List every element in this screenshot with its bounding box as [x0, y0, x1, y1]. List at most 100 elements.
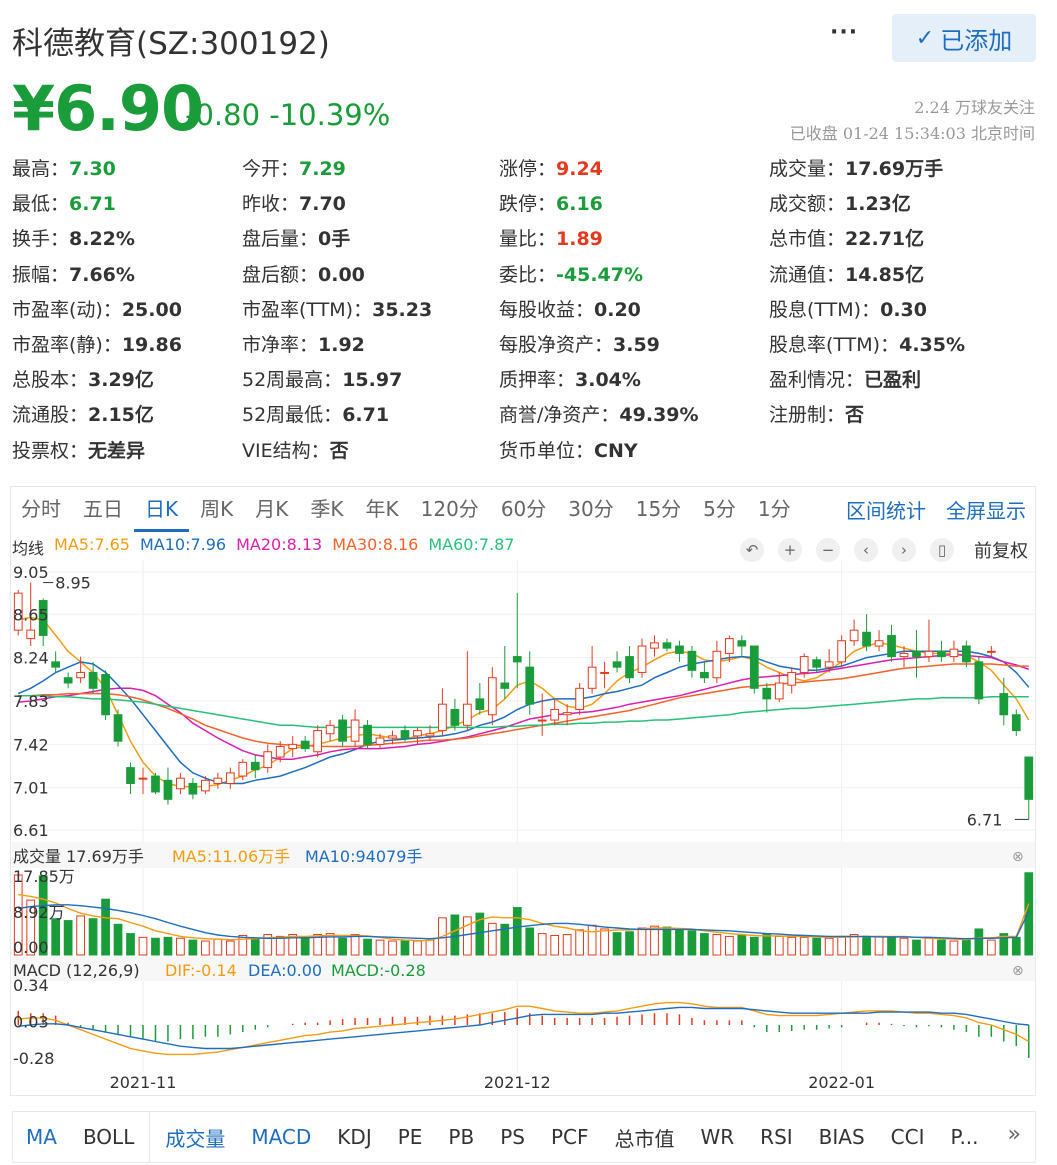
indicator-tab[interactable]: 总市值: [614, 1126, 675, 1151]
quote-cell: 流通值：14.85亿: [769, 260, 1049, 295]
fullscreen-link[interactable]: 全屏显示: [946, 498, 1026, 523]
volume-bar: [837, 935, 846, 956]
close-macd-icon[interactable]: ⊗: [1012, 963, 1024, 979]
quote-cell: 52周最高：15.97: [242, 365, 499, 400]
pan-left-icon[interactable]: ‹: [854, 538, 878, 562]
quote-cell: 振幅：7.66%: [12, 260, 242, 295]
period-tab[interactable]: 15分: [635, 497, 682, 521]
quote-cell: 股息率(TTM)：4.35%: [769, 330, 1049, 365]
macd-dif-line: [18, 1001, 1030, 1056]
period-tab[interactable]: 年K: [365, 497, 399, 521]
period-tab[interactable]: 月K: [255, 497, 289, 521]
candle-body: [263, 751, 273, 769]
candle-body: [400, 730, 410, 739]
chart-panel: [10, 486, 1036, 1096]
quote-value: 6.71: [69, 193, 116, 216]
indicator-tab[interactable]: BIAS: [818, 1125, 865, 1149]
y-tick-label: 8.24: [13, 649, 49, 668]
ma-legend-item: MA30:8.16: [332, 535, 419, 554]
added-watchlist-button[interactable]: ✓ 已添加: [892, 14, 1036, 62]
ma-legend-label[interactable]: 均线: [12, 539, 45, 558]
quote-label: 总市值：: [769, 228, 846, 251]
indicator-tab[interactable]: PS: [500, 1125, 525, 1149]
quote-label: 跌停：: [499, 193, 557, 216]
adjust-mode-select[interactable]: 前复权: [974, 541, 1028, 562]
followers-count[interactable]: 2.24 万球友关注: [914, 98, 1035, 117]
candle-body: [51, 661, 61, 668]
indicator-tab[interactable]: 成交量: [165, 1126, 226, 1151]
period-tab[interactable]: 60分: [500, 497, 547, 521]
candle-body: [176, 777, 185, 790]
scroll-right-icon[interactable]: »: [1007, 1122, 1021, 1147]
indicator-tab[interactable]: PE: [397, 1125, 423, 1149]
period-tab[interactable]: 周K: [200, 497, 234, 521]
indicator-tab[interactable]: BOLL: [82, 1125, 135, 1149]
change-value: -0.80: [185, 98, 261, 132]
indicator-tab[interactable]: MACD: [251, 1125, 312, 1149]
candle-body: [637, 645, 647, 673]
candle-body: [413, 730, 422, 737]
period-tab[interactable]: 五日: [83, 497, 123, 521]
period-tab[interactable]: 季K: [310, 497, 344, 521]
period-tab[interactable]: 日K: [134, 486, 190, 532]
candle-body: [375, 737, 385, 745]
quote-value: 17.69万手: [845, 158, 944, 180]
kline-chart[interactable]: 9.05 8.65 8.24 7.83 7.42 7.01 6.61 8.95 6.71 成交量 …: [0, 560, 1057, 1100]
quote-cell: [769, 436, 1049, 471]
candle-body: [225, 772, 235, 784]
quote-value: 0手: [318, 228, 351, 251]
volume-bar: [612, 932, 622, 956]
period-tab[interactable]: 1分: [757, 497, 791, 521]
period-tab[interactable]: 120分: [420, 497, 479, 521]
volume-bar: [637, 927, 647, 956]
candle-body: [537, 719, 547, 722]
undo-icon[interactable]: ↶: [740, 538, 764, 562]
quote-label: 总股本：: [12, 369, 89, 392]
indicator-tab[interactable]: P...: [950, 1125, 979, 1149]
volume-bar: [300, 936, 310, 956]
quote-label: 股息率(TTM)：: [769, 333, 900, 356]
indicator-tab[interactable]: RSI: [760, 1125, 793, 1149]
volume-bar: [213, 938, 223, 956]
period-tab[interactable]: 分时: [21, 497, 61, 521]
quote-value: 否: [329, 439, 349, 462]
candle-body: [126, 767, 135, 784]
quote-cell: 52周最低：6.71: [242, 400, 499, 435]
candle-body: [450, 708, 460, 726]
candle-body: [974, 661, 984, 700]
candle-body: [63, 677, 73, 684]
volume-bar: [512, 907, 522, 956]
quote-cell: 投票权：无差异: [12, 436, 242, 471]
range-stats-link[interactable]: 区间统计: [846, 498, 926, 523]
indicator-tab[interactable]: KDJ: [337, 1125, 372, 1149]
zoom-in-icon[interactable]: +: [778, 538, 802, 562]
close-volume-icon[interactable]: ⊗: [1012, 849, 1024, 865]
indicator-tab[interactable]: WR: [700, 1125, 735, 1149]
vol-legend-bg: [12, 842, 1035, 868]
pan-right-icon[interactable]: ›: [892, 538, 916, 562]
indicator-tab[interactable]: CCI: [890, 1125, 925, 1149]
volume-bar: [575, 929, 585, 956]
candle-body: [675, 645, 684, 654]
candle-icon[interactable]: ▯: [930, 538, 954, 562]
indicator-tab[interactable]: PCF: [550, 1125, 589, 1149]
indicator-tab[interactable]: MA: [26, 1125, 57, 1149]
quote-label: 量比：: [499, 228, 557, 251]
indicator-tab[interactable]: PB: [448, 1125, 475, 1149]
candle-body: [300, 740, 310, 750]
candle-body: [462, 703, 472, 726]
more-icon[interactable]: ···: [830, 20, 859, 45]
period-tab[interactable]: 30分: [568, 497, 614, 521]
quote-cell: 流通股：2.15亿: [12, 400, 242, 435]
period-tab[interactable]: 5分: [703, 497, 736, 521]
quote-value: 7.66%: [69, 263, 135, 286]
candle-body: [275, 745, 285, 758]
quote-cell: 最低：6.71: [12, 189, 242, 224]
candle-body: [13, 592, 23, 631]
candle-body: [762, 687, 772, 700]
zoom-out-icon[interactable]: −: [816, 538, 840, 562]
candle-body: [500, 682, 510, 689]
chart-tools: ↶ + − ‹ › ▯ 前复权: [740, 537, 1028, 563]
vol-legend-label: 成交量 17.69万手: [13, 847, 144, 866]
volume-bar: [799, 936, 809, 956]
